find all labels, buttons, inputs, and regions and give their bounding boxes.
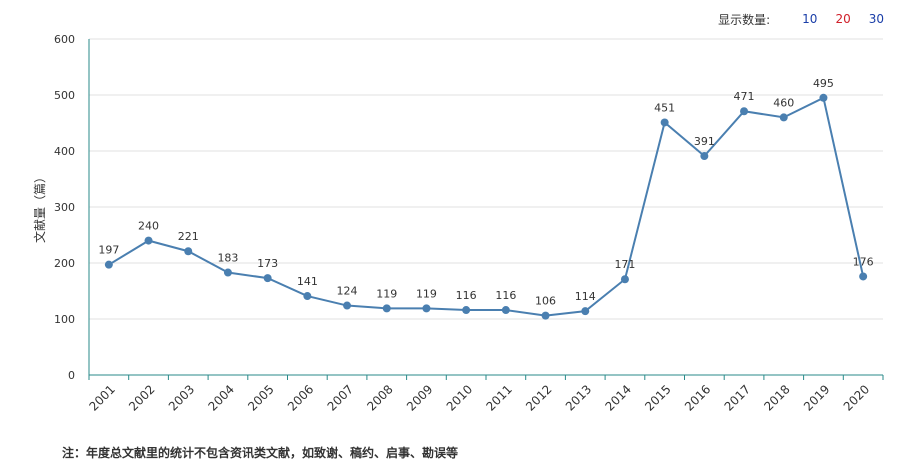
data-label-2001: 197 [98, 244, 119, 257]
x-tick-2003: 2003 [166, 382, 197, 413]
x-tick-2004: 2004 [206, 382, 237, 413]
point-2019 [819, 93, 828, 102]
x-tick-2017: 2017 [722, 382, 753, 413]
x-tick-2014: 2014 [603, 382, 634, 413]
x-tick-2015: 2015 [642, 382, 673, 413]
x-tick-2018: 2018 [761, 382, 792, 413]
point-2010 [462, 306, 471, 315]
point-2007 [343, 301, 352, 310]
point-2001 [104, 260, 113, 269]
point-2018 [779, 113, 788, 122]
point-2006 [303, 292, 312, 301]
data-label-2016: 391 [694, 135, 715, 148]
data-label-2013: 114 [575, 290, 596, 303]
point-2002 [144, 236, 153, 245]
point-2012 [541, 311, 550, 320]
data-label-2008: 119 [376, 287, 397, 300]
axes [88, 39, 884, 380]
x-tick-2002: 2002 [126, 382, 157, 413]
x-tick-2001: 2001 [86, 382, 117, 413]
data-label-2017: 471 [734, 90, 755, 103]
point-2017 [740, 107, 749, 116]
point-2014 [620, 275, 629, 284]
x-tick-2020: 2020 [841, 382, 872, 413]
display-count-control: 显示数量: 10 20 30 [718, 10, 884, 28]
y-tick-600: 600 [54, 33, 75, 46]
data-label-2012: 106 [535, 295, 556, 308]
data-label-2009: 119 [416, 287, 437, 300]
point-2016 [700, 152, 709, 161]
y-tick-100: 100 [54, 313, 75, 326]
x-tick-2008: 2008 [364, 382, 395, 413]
data-label-2018: 460 [773, 96, 794, 109]
data-points [104, 93, 868, 320]
data-label-2011: 116 [495, 289, 516, 302]
x-tick-2005: 2005 [245, 382, 276, 413]
data-labels: 197 240 221 183 173 141 124 119 119 116 116 106 114 1… [98, 77, 873, 308]
y-tick-300: 300 [54, 201, 75, 214]
y-tick-200: 200 [54, 257, 75, 270]
x-tick-2013: 2013 [563, 382, 594, 413]
data-label-2014: 171 [614, 258, 635, 271]
y-tick-500: 500 [54, 89, 75, 102]
data-label-2020: 176 [853, 255, 874, 268]
display-count-option-30[interactable]: 30 [868, 12, 884, 26]
point-2013 [581, 307, 590, 316]
data-label-2002: 240 [138, 220, 159, 233]
x-tick-2016: 2016 [682, 382, 713, 413]
point-2008 [382, 304, 391, 313]
footnote: 注：年度总文献里的统计不包含资讯类文献，如致谢、稿约、启事、勘误等 [62, 446, 459, 460]
series-polyline [108, 96, 865, 317]
x-tick-2012: 2012 [523, 382, 554, 413]
y-axis-ticks: 0 100 200 300 400 500 600 [54, 33, 75, 382]
display-count-label: 显示数量: [718, 12, 771, 27]
x-tick-2019: 2019 [801, 382, 832, 413]
series-line [108, 96, 865, 317]
x-tick-2009: 2009 [404, 382, 435, 413]
data-label-2004: 183 [217, 252, 238, 265]
data-label-2006: 141 [297, 275, 318, 288]
annual-literature-line-chart: 0 100 200 300 400 500 600 2001 2002 2003 2004 2005… [32, 33, 884, 414]
point-2005 [263, 274, 272, 283]
x-tick-2006: 2006 [285, 382, 316, 413]
point-2009 [422, 304, 431, 313]
x-tick-2011: 2011 [483, 382, 514, 413]
display-count-option-10[interactable]: 10 [802, 12, 818, 26]
display-count-option-20[interactable]: 20 [835, 12, 851, 26]
data-label-2003: 221 [178, 230, 199, 243]
x-axis-ticks: 2001 2002 2003 2004 2005 2006 2007 2008 2009 2010… [86, 382, 872, 413]
y-tick-0: 0 [68, 369, 75, 382]
y-tick-400: 400 [54, 145, 75, 158]
grid-lines [89, 38, 883, 320]
point-2020 [859, 272, 868, 281]
x-tick-2007: 2007 [325, 382, 356, 413]
point-2003 [184, 247, 193, 256]
x-tick-2010: 2010 [444, 382, 475, 413]
point-2015 [660, 118, 669, 127]
data-label-2007: 124 [337, 285, 358, 298]
data-label-2019: 495 [813, 77, 834, 90]
data-label-2010: 116 [456, 289, 477, 302]
point-2011 [501, 306, 510, 315]
data-label-2015: 451 [654, 101, 675, 114]
point-2004 [223, 268, 232, 277]
data-label-2005: 173 [257, 257, 278, 270]
y-axis-label: 文献量（篇） [32, 171, 47, 243]
